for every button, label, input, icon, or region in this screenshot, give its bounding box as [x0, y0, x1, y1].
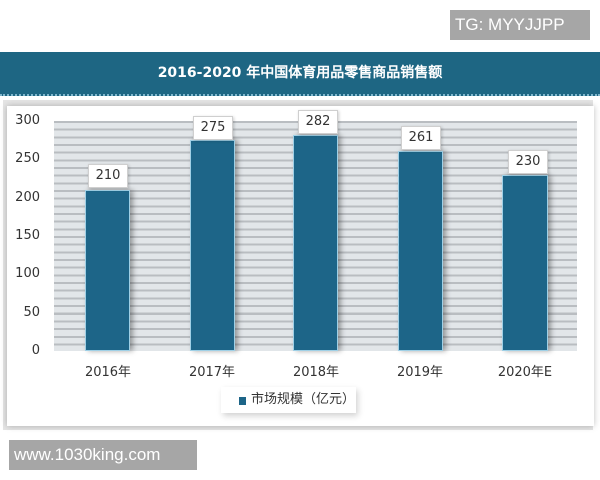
- y-tick-0: 0: [31, 343, 40, 358]
- watermark-top: TG: MYYJJPP: [450, 10, 590, 40]
- data-label-2018: 282: [298, 110, 338, 134]
- data-label-2016: 210: [88, 164, 128, 188]
- chart-title-bar: 2016-2020 年中国体育用品零售商品销售额: [0, 52, 600, 96]
- legend-swatch-icon: [239, 397, 246, 405]
- bar-2020e: [502, 175, 548, 351]
- y-tick-150: 150: [15, 228, 40, 243]
- chart-legend: 市场规模（亿元）: [221, 387, 356, 413]
- y-tick-100: 100: [15, 266, 40, 281]
- y-tick-200: 200: [15, 190, 40, 205]
- y-tick-50: 50: [23, 305, 40, 320]
- watermark-bottom: www.1030king.com: [9, 440, 197, 470]
- data-label-2020e: 230: [508, 150, 548, 174]
- x-tick-2016: 2016年: [84, 365, 132, 380]
- data-label-2019: 261: [401, 126, 441, 150]
- x-tick-2017: 2017年: [188, 365, 236, 380]
- bar-2018: [293, 135, 338, 351]
- y-tick-300: 300: [15, 113, 40, 128]
- data-label-2017: 275: [193, 116, 233, 140]
- legend-label: 市场规模（亿元）: [251, 392, 356, 407]
- bar-2019: [398, 151, 443, 351]
- x-tick-2018: 2018年: [292, 365, 340, 380]
- x-tick-2020e: 2020年E: [497, 365, 553, 380]
- y-tick-250: 250: [15, 151, 40, 166]
- x-tick-2019: 2019年: [396, 365, 444, 380]
- bar-2016: [85, 190, 130, 351]
- bar-2017: [190, 140, 235, 351]
- chart-title: 2016-2020 年中国体育用品零售商品销售额: [157, 65, 443, 81]
